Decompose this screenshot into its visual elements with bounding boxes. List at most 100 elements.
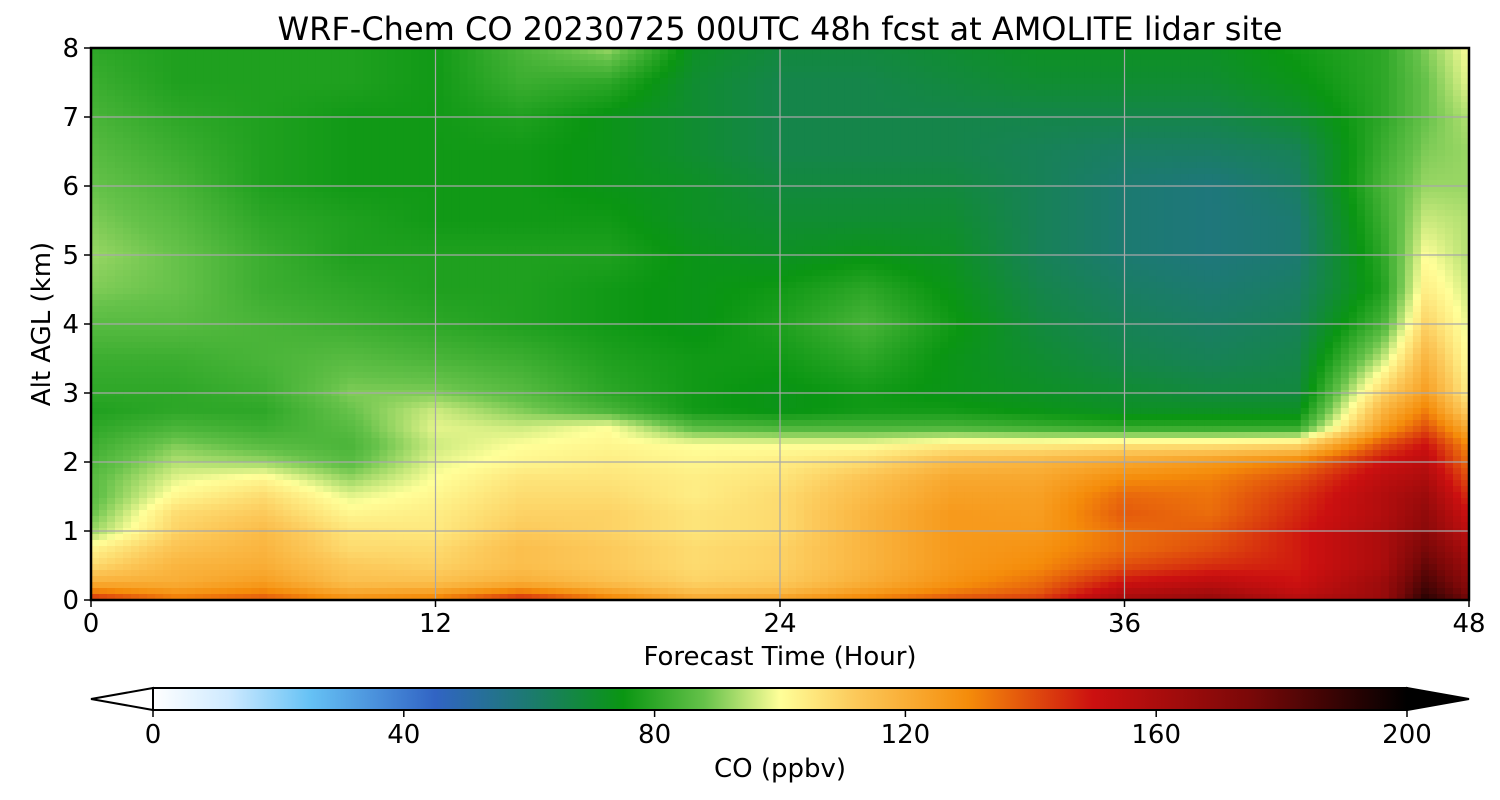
heatmap-cell: [1380, 72, 1390, 79]
heatmap-cell: [219, 156, 228, 163]
heatmap-cell: [243, 60, 252, 67]
heatmap-cell: [195, 204, 204, 211]
heatmap-cell: [1124, 48, 1134, 55]
heatmap-cell: [195, 54, 204, 61]
heatmap-cell: [467, 156, 477, 163]
heatmap-cell: [1332, 162, 1342, 169]
heatmap-cell: [1012, 72, 1021, 79]
heatmap-cell: [387, 138, 397, 145]
heatmap-cell: [1276, 174, 1286, 181]
heatmap-cell: [291, 150, 300, 157]
heatmap-cell: [1268, 204, 1278, 211]
heatmap-cell: [635, 210, 645, 217]
heatmap-cell: [1444, 192, 1454, 199]
heatmap-cell: [603, 180, 613, 187]
heatmap-cell: [1460, 72, 1469, 79]
heatmap-cell: [323, 216, 332, 223]
heatmap-cell: [1188, 138, 1198, 145]
heatmap-cell: [1124, 180, 1134, 187]
heatmap-cell: [1076, 108, 1086, 115]
heatmap-cell: [1300, 66, 1310, 73]
heatmap-cell: [1108, 96, 1118, 103]
heatmap-cell: [828, 120, 837, 127]
heatmap-cell: [1356, 174, 1366, 181]
heatmap-cell: [1220, 144, 1230, 151]
heatmap-cell: [267, 210, 276, 217]
heatmap-cell: [1444, 204, 1454, 211]
heatmap-cell: [755, 126, 765, 133]
heatmap-cell: [107, 162, 116, 169]
heatmap-cell: [523, 132, 533, 139]
heatmap-cell: [419, 84, 429, 91]
heatmap-cell: [171, 180, 180, 187]
heatmap-cell: [435, 162, 445, 169]
heatmap-cell: [507, 120, 517, 127]
heatmap-cell: [780, 66, 789, 73]
heatmap-cell: [107, 54, 116, 61]
heatmap-cell: [868, 162, 877, 169]
heatmap-cell: [1180, 66, 1190, 73]
heatmap-cell: [1420, 216, 1430, 223]
heatmap-cell: [355, 156, 364, 163]
heatmap-cell: [1260, 192, 1270, 199]
heatmap-cell: [715, 96, 725, 103]
heatmap-cell: [291, 138, 300, 145]
heatmap-cell: [507, 204, 517, 211]
heatmap-cell: [483, 186, 493, 193]
heatmap-cell: [996, 120, 1005, 127]
heatmap-cell: [211, 180, 220, 187]
heatmap-cell: [563, 126, 573, 133]
heatmap-cell: [243, 156, 252, 163]
heatmap-cell: [475, 96, 485, 103]
heatmap-cell: [491, 216, 501, 223]
heatmap-cell: [483, 60, 493, 67]
heatmap-cell: [299, 90, 308, 97]
heatmap-cell: [275, 60, 284, 67]
heatmap-cell: [1372, 48, 1382, 55]
heatmap-cell: [755, 216, 765, 223]
heatmap-cell: [547, 132, 557, 139]
heatmap-cell: [868, 180, 877, 187]
heatmap-cell: [1148, 90, 1158, 97]
heatmap-cell: [908, 192, 917, 199]
heatmap-cell: [579, 216, 589, 223]
heatmap-cell: [1108, 78, 1118, 85]
heatmap-cell: [331, 60, 340, 67]
heatmap-cell: [916, 60, 925, 67]
heatmap-cell: [956, 216, 965, 223]
heatmap-cell: [715, 138, 725, 145]
heatmap-cell: [916, 210, 925, 217]
heatmap-cell: [307, 132, 316, 139]
heatmap-cell: [483, 216, 493, 223]
heatmap-cell: [1452, 192, 1462, 199]
heatmap-cell: [323, 90, 332, 97]
heatmap-cell: [1452, 66, 1462, 73]
heatmap-cell: [1348, 66, 1358, 73]
heatmap-cell: [1348, 54, 1358, 61]
heatmap-cell: [996, 186, 1005, 193]
heatmap-cell: [1052, 60, 1062, 67]
heatmap-cell: [1108, 138, 1118, 145]
heatmap-cell: [99, 144, 108, 151]
heatmap-cell: [1316, 198, 1326, 205]
heatmap-cell: [723, 72, 733, 79]
heatmap-cell: [419, 174, 429, 181]
heatmap-cell: [739, 90, 749, 97]
heatmap-cell: [379, 60, 389, 67]
heatmap-cell: [683, 198, 693, 205]
heatmap-cell: [1028, 180, 1037, 187]
heatmap-cell: [147, 54, 156, 61]
heatmap-cell: [1132, 210, 1142, 217]
heatmap-cell: [315, 150, 324, 157]
heatmap-cell: [179, 60, 188, 67]
heatmap-cell: [860, 60, 869, 67]
heatmap-cell: [635, 72, 645, 79]
heatmap-cell: [1004, 120, 1013, 127]
heatmap-cell: [483, 66, 493, 73]
heatmap-cell: [571, 180, 581, 187]
heatmap-cell: [796, 162, 805, 169]
heatmap-cell: [1116, 96, 1126, 103]
heatmap-cell: [1108, 48, 1118, 55]
heatmap-cell: [363, 186, 373, 193]
heatmap-cell: [587, 48, 597, 55]
